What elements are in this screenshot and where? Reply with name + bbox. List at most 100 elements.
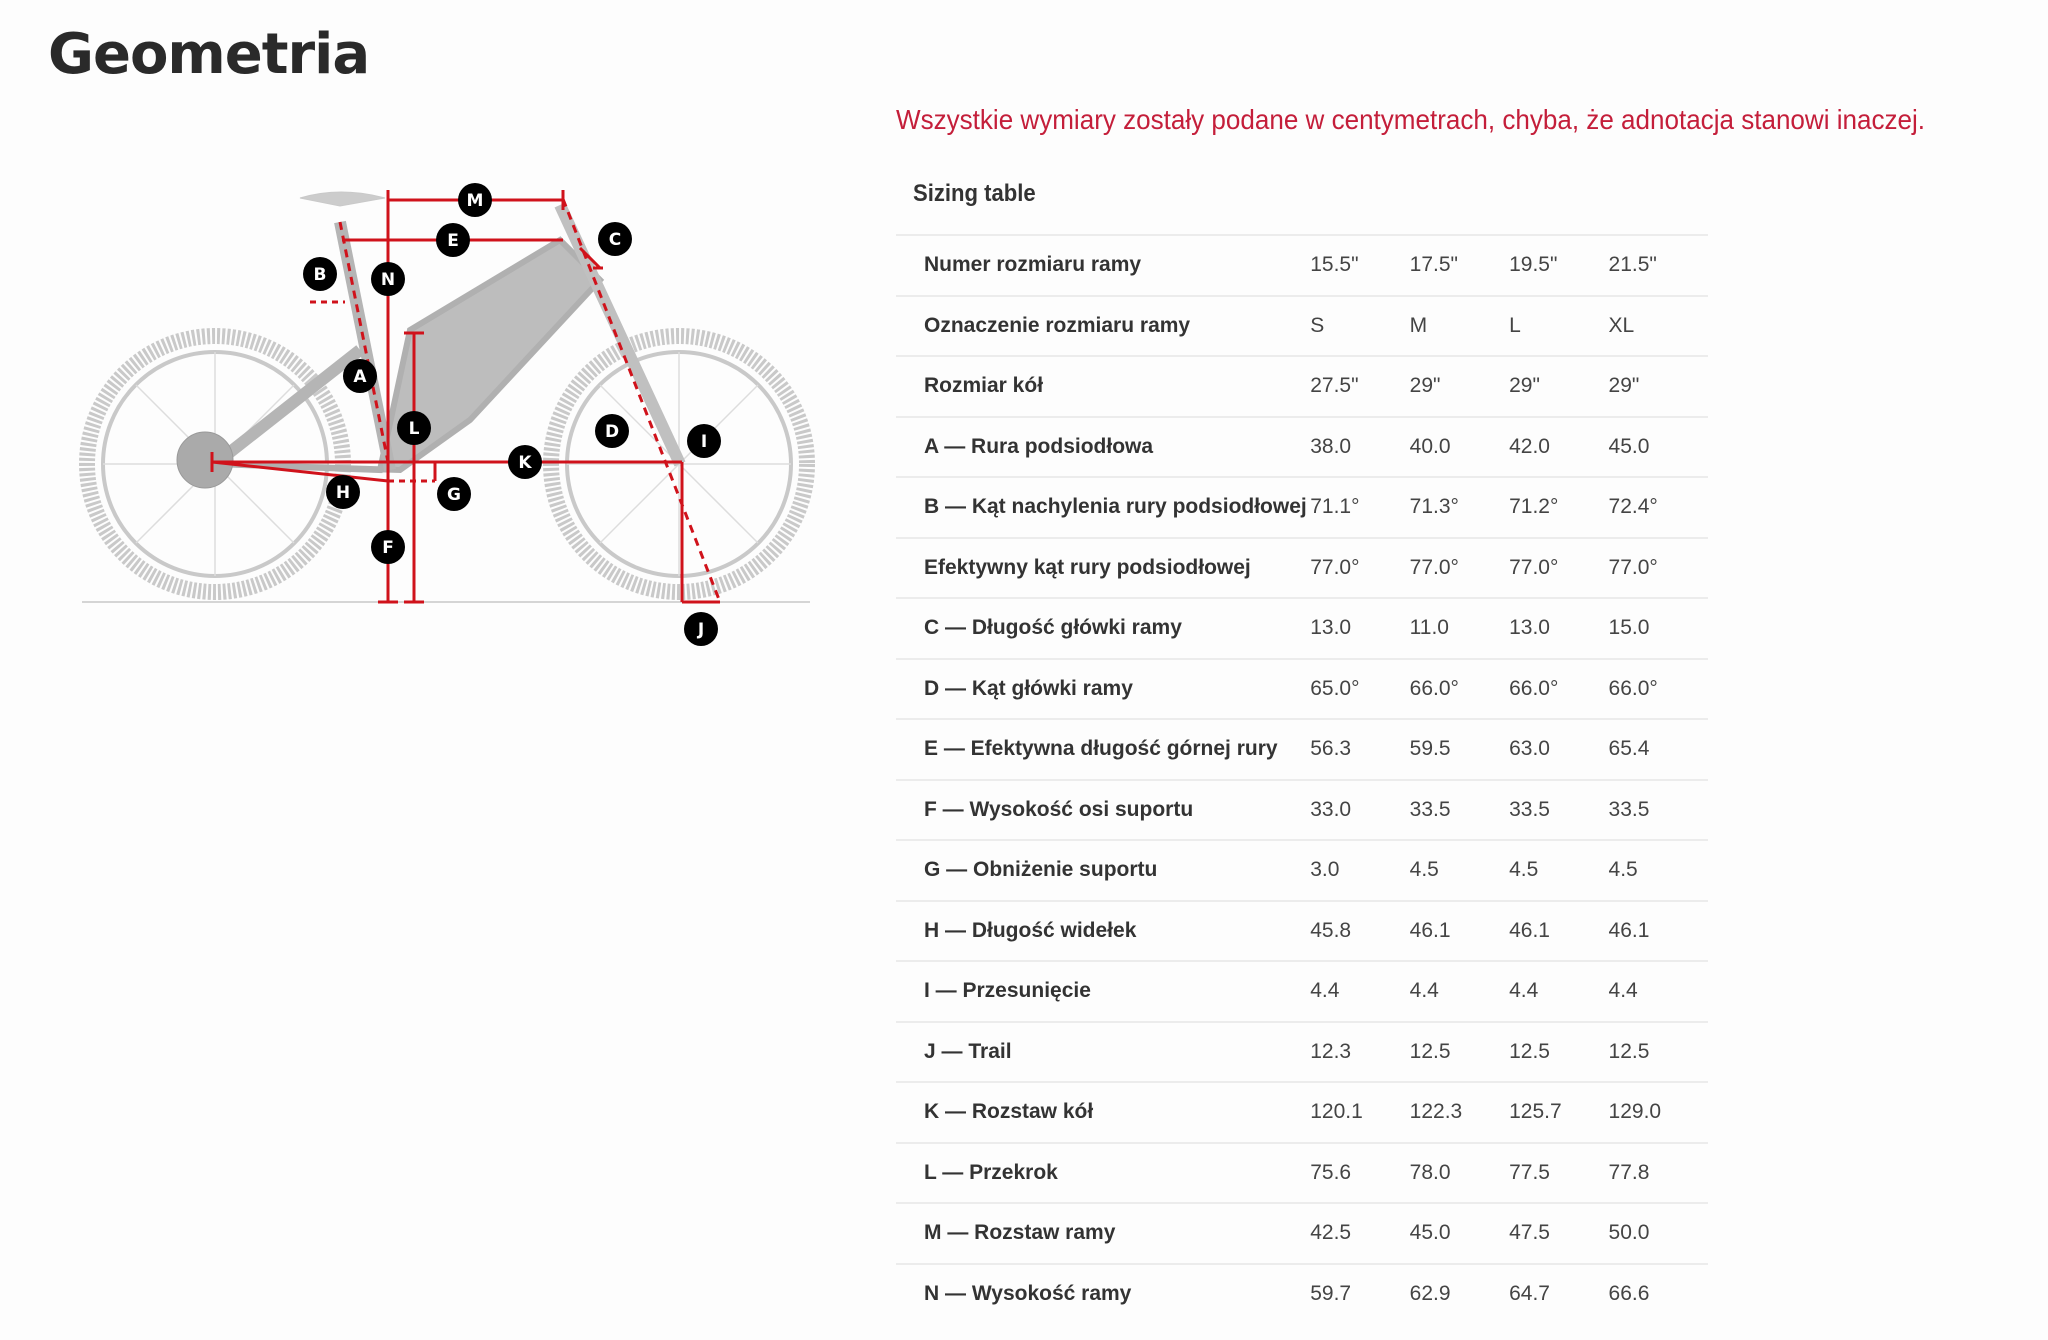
label-c-marker: C <box>598 222 632 256</box>
table-row: H — Długość widełek 45.8 46.1 46.1 46.1 <box>896 899 1708 961</box>
cell-l: 63.0 <box>1509 718 1609 780</box>
units-note: Wszystkie wymiary zostały podane w centy… <box>896 104 1926 135</box>
cell-m: 11.0 <box>1409 597 1510 659</box>
label-l-marker: L <box>397 411 431 445</box>
cell-m: 66.0° <box>1409 657 1510 719</box>
cell-xl: 77.0° <box>1608 536 1708 598</box>
cell-m: 45.0 <box>1409 1202 1510 1264</box>
cell-m: 78.0 <box>1409 1141 1510 1203</box>
cell-s: 59.7 <box>1310 1262 1410 1323</box>
cell-s: 15.5" <box>1310 234 1410 296</box>
cell-l: 12.5 <box>1509 1020 1609 1082</box>
cell-s: 12.3 <box>1310 1020 1410 1082</box>
label-j-marker: J <box>684 612 718 646</box>
svg-text:J: J <box>697 620 704 640</box>
row-label: B — Kąt nachylenia rury podsiodłowej <box>896 476 1311 538</box>
row-label: G — Obniżenie suportu <box>896 839 1311 901</box>
label-i-marker: I <box>687 424 721 458</box>
cell-l: 29" <box>1509 355 1609 417</box>
label-e-marker: E <box>436 223 470 257</box>
cell-s: S <box>1310 294 1410 356</box>
label-a-marker: A <box>343 359 377 393</box>
table-row: G — Obniżenie suportu 3.0 4.5 4.5 4.5 <box>896 839 1708 901</box>
cell-xl: 4.4 <box>1608 960 1708 1022</box>
cell-xl: 33.5 <box>1608 778 1708 840</box>
row-label: L — Przekrok <box>896 1141 1311 1203</box>
cell-l: 46.1 <box>1509 899 1609 961</box>
svg-text:N: N <box>381 270 395 290</box>
row-label: N — Wysokość ramy <box>896 1262 1311 1323</box>
row-label: M — Rozstaw ramy <box>896 1202 1311 1264</box>
sizing-table-title: Sizing table <box>913 180 1036 207</box>
cell-s: 45.8 <box>1310 899 1410 961</box>
row-label: I — Przesunięcie <box>896 960 1311 1022</box>
cell-xl: 4.5 <box>1608 839 1708 901</box>
row-label: F — Wysokość osi suportu <box>896 778 1311 840</box>
svg-text:B: B <box>314 265 327 285</box>
table-row: L — Przekrok 75.6 78.0 77.5 77.8 <box>896 1141 1708 1203</box>
cell-l: 4.4 <box>1509 960 1609 1022</box>
cell-s: 56.3 <box>1310 718 1410 780</box>
table-row: I — Przesunięcie 4.4 4.4 4.4 4.4 <box>896 960 1708 1022</box>
row-label: Efektywny kąt rury podsiodłowej <box>896 536 1311 598</box>
cell-l: 42.0 <box>1509 415 1609 477</box>
cell-l: 33.5 <box>1509 778 1609 840</box>
cell-s: 42.5 <box>1310 1202 1410 1264</box>
table-row: F — Wysokość osi suportu 33.0 33.5 33.5 33.5 <box>896 778 1708 840</box>
cell-l: 13.0 <box>1509 597 1609 659</box>
cell-m: M <box>1409 294 1510 356</box>
row-label: J — Trail <box>896 1020 1311 1082</box>
table-row: Oznaczenie rozmiaru ramy S M L XL <box>896 294 1708 356</box>
sizing-table: Numer rozmiaru ramy 15.5" 17.5" 19.5" 21.5" O… <box>896 234 1708 1323</box>
svg-text:M: M <box>467 191 484 211</box>
cell-xl: 66.6 <box>1608 1262 1708 1323</box>
table-row: C — Długość główki ramy 13.0 11.0 13.0 15.0 <box>896 597 1708 659</box>
row-label: Oznaczenie rozmiaru ramy <box>896 294 1311 356</box>
table-row: J — Trail 12.3 12.5 12.5 12.5 <box>896 1020 1708 1082</box>
label-m-marker: M <box>458 183 492 217</box>
cell-xl: 29" <box>1608 355 1708 417</box>
cell-xl: 65.4 <box>1608 718 1708 780</box>
cell-s: 38.0 <box>1310 415 1410 477</box>
label-h-marker: H <box>326 475 360 509</box>
bike-geometry-diagram: M E C B N A L D I K H G F J <box>79 183 815 646</box>
svg-text:E: E <box>447 231 459 251</box>
cell-l: 64.7 <box>1509 1262 1609 1323</box>
cell-xl: 21.5" <box>1608 234 1708 296</box>
dimension-labels: M E C B N A L D I K H G F J <box>303 183 721 646</box>
cell-l: 77.5 <box>1509 1141 1609 1203</box>
table-row: K — Rozstaw kół 120.1 122.3 125.7 129.0 <box>896 1081 1708 1143</box>
label-f-marker: F <box>371 530 405 564</box>
cell-xl: 45.0 <box>1608 415 1708 477</box>
cell-l: 66.0° <box>1509 657 1609 719</box>
cell-l: 4.5 <box>1509 839 1609 901</box>
cell-l: 19.5" <box>1509 234 1609 296</box>
svg-text:F: F <box>382 538 394 558</box>
row-label: D — Kąt główki ramy <box>896 657 1311 719</box>
cell-m: 40.0 <box>1409 415 1510 477</box>
label-d-marker: D <box>595 414 629 448</box>
label-g-marker: G <box>437 477 471 511</box>
cell-m: 71.3° <box>1409 476 1510 538</box>
svg-text:K: K <box>518 453 532 473</box>
cell-xl: 129.0 <box>1608 1081 1708 1143</box>
svg-text:D: D <box>605 422 619 442</box>
cell-m: 122.3 <box>1409 1081 1510 1143</box>
cell-xl: 12.5 <box>1608 1020 1708 1082</box>
cell-s: 71.1° <box>1310 476 1410 538</box>
cell-m: 29" <box>1409 355 1510 417</box>
table-row: N — Wysokość ramy 59.7 62.9 64.7 66.6 <box>896 1262 1708 1323</box>
svg-text:C: C <box>609 230 621 250</box>
table-row: B — Kąt nachylenia rury podsiodłowej 71.1… <box>896 476 1708 538</box>
cell-m: 17.5" <box>1409 234 1510 296</box>
table-row: D — Kąt główki ramy 65.0° 66.0° 66.0° 66.0° <box>896 657 1708 719</box>
cell-m: 33.5 <box>1409 778 1510 840</box>
cell-s: 3.0 <box>1310 839 1410 901</box>
row-label: Rozmiar kół <box>896 355 1311 417</box>
cell-xl: 46.1 <box>1608 899 1708 961</box>
cell-l: 47.5 <box>1509 1202 1609 1264</box>
row-label: E — Efektywna długość górnej rury <box>896 718 1311 780</box>
table-row: Numer rozmiaru ramy 15.5" 17.5" 19.5" 21.5" <box>896 234 1708 296</box>
table-row: E — Efektywna długość górnej rury 56.3 59.… <box>896 718 1708 780</box>
svg-text:G: G <box>447 485 461 505</box>
